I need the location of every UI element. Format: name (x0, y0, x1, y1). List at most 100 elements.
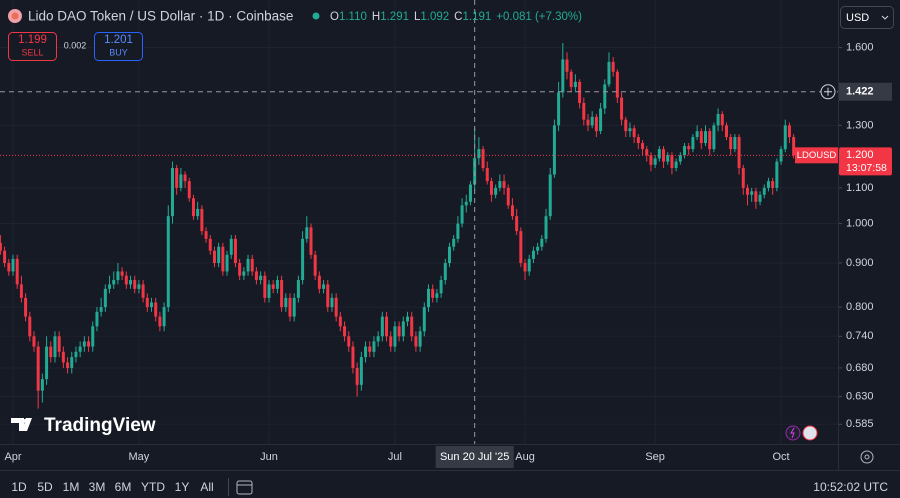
buy-price[interactable]: 1.201 (104, 34, 133, 46)
range-button[interactable]: 5D (37, 480, 53, 494)
candle-body (61, 351, 65, 363)
y-tick-label: 1.600 (846, 42, 874, 54)
candle-body (708, 131, 712, 150)
candle-body (636, 137, 640, 144)
candle-body (242, 271, 246, 276)
date-range-icon[interactable] (236, 480, 253, 495)
candle-body (393, 326, 397, 347)
candle-body (45, 346, 49, 380)
candle-body (347, 336, 351, 347)
candle-body (7, 263, 11, 272)
y-tick-label: 1.300 (846, 119, 874, 131)
candle-body (506, 187, 510, 206)
candle-body (359, 357, 363, 385)
candle-body (523, 263, 527, 272)
candle-body (787, 125, 791, 138)
x-tick-label: Apr (4, 451, 21, 463)
candle-body (573, 81, 577, 88)
candle-body (557, 92, 561, 126)
spread: 0.002 (64, 40, 87, 50)
range-button[interactable]: 6M (115, 480, 132, 494)
ohlc-value: 1.092 (420, 11, 449, 23)
candle-body (229, 238, 233, 255)
sell-button[interactable] (8, 32, 57, 61)
candle-body (540, 238, 544, 247)
x-tick-label: Jul (388, 451, 402, 463)
candle-body (49, 346, 53, 358)
buy-label[interactable]: BUY (109, 47, 128, 57)
candle-body (691, 137, 695, 150)
candle-body (666, 155, 670, 162)
range-button[interactable]: 3M (89, 480, 106, 494)
candle-body (401, 321, 405, 337)
candle-body (645, 149, 649, 156)
candle-body (112, 280, 116, 285)
candle-body (217, 246, 221, 264)
candle-body (322, 284, 326, 289)
y-tick-label: 0.900 (846, 257, 874, 269)
sell-price[interactable]: 1.199 (18, 34, 47, 46)
candle-body (674, 161, 678, 169)
candle-body (586, 119, 590, 126)
candle-body (267, 284, 271, 298)
candle-body (489, 181, 493, 195)
range-button[interactable]: 1Y (175, 480, 190, 494)
candle-body (561, 59, 565, 93)
currency-select[interactable] (840, 6, 894, 29)
range-button[interactable]: 1M (63, 480, 80, 494)
candle-body (628, 128, 632, 132)
candle-body (284, 297, 288, 308)
candle-body (620, 97, 624, 120)
candle-body (699, 131, 703, 144)
candle-body (695, 131, 699, 138)
candle-body (531, 250, 535, 259)
candle-body (166, 216, 170, 308)
currency[interactable]: USD (846, 12, 869, 24)
candle-body (720, 114, 724, 126)
candle-body (158, 316, 162, 327)
candle-body (36, 346, 40, 391)
candle-body (594, 116, 598, 132)
candle-body (649, 155, 653, 165)
candle-body (544, 216, 548, 239)
candle-body (704, 131, 708, 144)
candle-body (607, 61, 611, 85)
flag-icon[interactable] (802, 425, 818, 441)
candle-body (389, 336, 393, 347)
candle-body (368, 346, 372, 352)
range-button[interactable]: All (200, 480, 213, 494)
candle-body (108, 284, 112, 289)
candle-body (124, 275, 128, 285)
candle-body (611, 61, 615, 72)
candle-body (233, 238, 237, 264)
candle-body (57, 336, 61, 352)
candle-body (28, 316, 32, 337)
candle-body (510, 205, 514, 217)
candle-body (783, 125, 787, 150)
candle-body (154, 302, 158, 317)
candle-body (53, 336, 57, 358)
y-tick-label: 0.585 (846, 418, 874, 430)
last-price-tag (839, 147, 892, 176)
candle-body (418, 331, 422, 347)
candle-body (527, 258, 531, 272)
buy-button[interactable] (94, 32, 143, 61)
candle-body (129, 280, 133, 285)
candle-body (427, 288, 431, 308)
settings-icon[interactable] (860, 450, 874, 464)
x-tick-label: May (129, 451, 150, 463)
ohlc-legend: O1.110 H1.291 L1.092 C1.191 +0.081 (+7.30%) (330, 11, 582, 23)
crosshair-date-box (435, 446, 514, 468)
candle-body (745, 187, 749, 195)
candle-body (238, 263, 242, 276)
add-alert-icon (824, 87, 832, 96)
candle-body (376, 336, 380, 342)
sell-label[interactable]: SELL (21, 47, 43, 57)
range-button[interactable]: YTD (141, 480, 165, 494)
candle-body (221, 246, 225, 272)
candle-body (40, 379, 44, 391)
candle-body (447, 246, 451, 264)
range-button[interactable]: 1D (11, 480, 27, 494)
y-tick-label: 0.680 (846, 362, 874, 374)
